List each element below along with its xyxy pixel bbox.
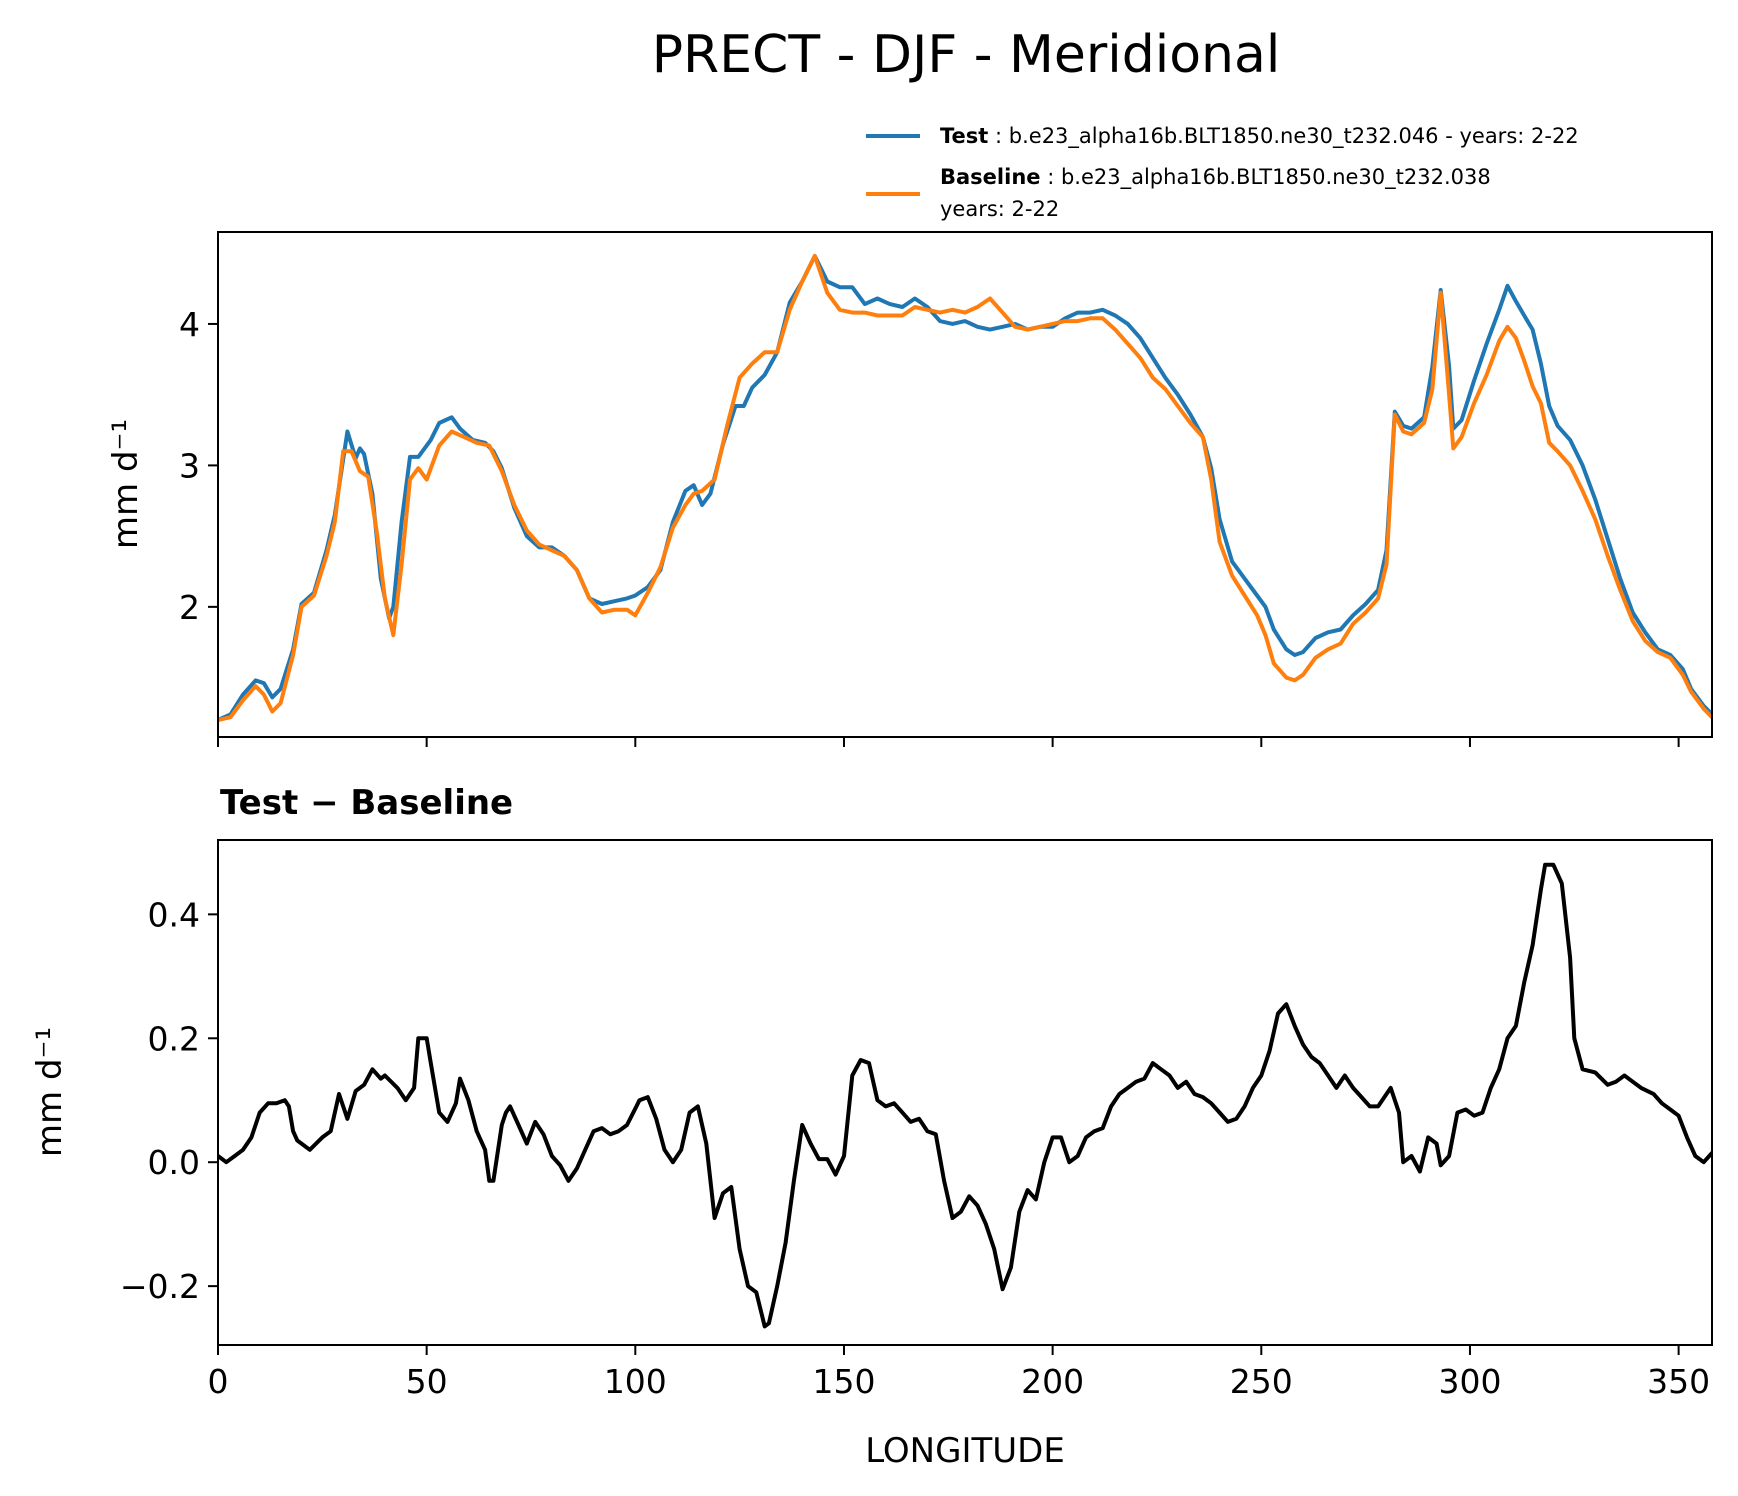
bottom-panel: Test − Baseline −0.2 0.0 0.2 0.4 0 50 100 150 2… bbox=[30, 783, 1713, 1471]
bottom-xtick-label: 200 bbox=[1021, 1362, 1084, 1401]
bottom-ytick-label: 0.4 bbox=[148, 895, 200, 934]
top-ytick-label: 3 bbox=[179, 446, 200, 485]
bottom-xtick-label: 250 bbox=[1230, 1362, 1293, 1401]
top-series-group bbox=[218, 254, 1712, 722]
bottom-ytick-label: 0.0 bbox=[148, 1143, 200, 1182]
bottom-series-group bbox=[218, 862, 1712, 1329]
top-ytick-label: 4 bbox=[179, 305, 200, 344]
bottom-plot-frame bbox=[217, 839, 1713, 1346]
bottom-xtick-label: 0 bbox=[208, 1362, 229, 1401]
bottom-series-line-test-baseline bbox=[218, 862, 1712, 1329]
bottom-xtick-label: 350 bbox=[1647, 1362, 1710, 1401]
bottom-xtick-label: 300 bbox=[1438, 1362, 1501, 1401]
top-plot-frame bbox=[217, 231, 1713, 738]
bottom-xtick-label: 150 bbox=[812, 1362, 875, 1401]
top-x-axis bbox=[217, 737, 1680, 747]
legend-baseline-name: Baseline bbox=[940, 165, 1041, 189]
top-series-line-baseline bbox=[218, 254, 1712, 722]
svg-text:Baseline : b.e23_alpha16: Baseline : b.e23_alpha16b.BLT1850.ne30_t… bbox=[940, 165, 1491, 190]
top-y-axis-label: mm d⁻¹ bbox=[106, 419, 146, 549]
bottom-y-axis-label: mm d⁻¹ bbox=[30, 1027, 70, 1157]
bottom-xtick-label: 100 bbox=[604, 1362, 667, 1401]
legend-baseline-desc2: years: 2-22 bbox=[940, 197, 1059, 221]
bottom-x-axis: 0 50 100 150 200 250 300 350 bbox=[208, 1345, 1710, 1401]
svg-text:Test : b.e23_alpha16b.BL: Test : b.e23_alpha16b.BLT1850.ne30_t232.… bbox=[940, 124, 1579, 149]
legend-test-name: Test bbox=[940, 124, 988, 148]
diff-panel-title: Test − Baseline bbox=[220, 783, 513, 823]
top-ytick-label: 2 bbox=[179, 588, 200, 627]
top-y-axis: 2 3 4 bbox=[179, 305, 218, 627]
top-panel: 2 3 4 mm d⁻¹ bbox=[106, 231, 1713, 747]
chart-title: PRECT - DJF - Meridional bbox=[652, 25, 1281, 85]
legend-test-desc: : b.e23_alpha16b.BLT1850.ne30_t232.046 -… bbox=[995, 124, 1579, 149]
bottom-xtick-label: 50 bbox=[406, 1362, 448, 1401]
x-axis-label: LONGITUDE bbox=[865, 1431, 1065, 1471]
bottom-ytick-label: 0.2 bbox=[148, 1019, 200, 1058]
legend: Test : b.e23_alpha16b.BLT1850.ne30_t232.… bbox=[866, 124, 1579, 221]
bottom-y-axis: −0.2 0.0 0.2 0.4 bbox=[120, 895, 218, 1306]
bottom-ytick-label: −0.2 bbox=[120, 1267, 200, 1306]
top-series-line-test bbox=[218, 254, 1712, 722]
legend-baseline-desc: : b.e23_alpha16b.BLT1850.ne30_t232.038 bbox=[1047, 165, 1491, 190]
